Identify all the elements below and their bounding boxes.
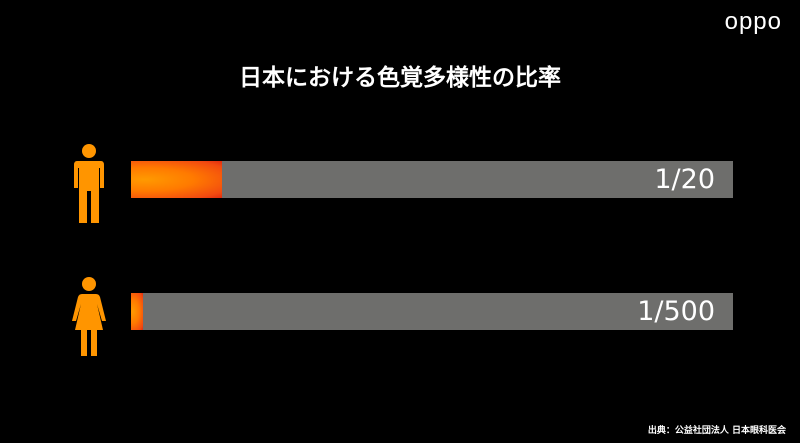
bar-female: 1/500 xyxy=(131,293,733,330)
oppo-logo: oppo xyxy=(724,8,782,35)
male-icon xyxy=(74,144,104,223)
bar-fill-male xyxy=(131,161,223,198)
source-note: 出典：公益社団法人 日本眼科医会 xyxy=(647,426,786,436)
bar-label-male: 1/20 xyxy=(654,164,715,195)
bar-fill-female xyxy=(131,293,143,330)
chart-title: 日本における色覚多様性の比率 xyxy=(239,65,561,91)
female-icon xyxy=(72,277,106,356)
bar-male: 1/20 xyxy=(131,161,733,198)
bar-label-female: 1/500 xyxy=(637,296,715,327)
